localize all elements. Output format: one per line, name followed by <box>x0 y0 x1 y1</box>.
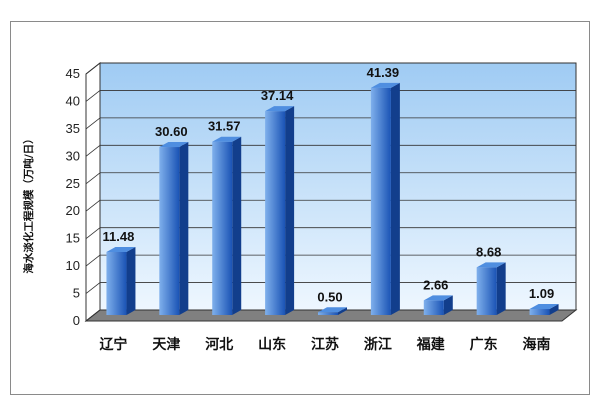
data-label: 41.39 <box>367 65 400 80</box>
y-tick-label: 40 <box>66 93 80 108</box>
bar-side <box>549 304 559 315</box>
bar-front <box>265 111 286 315</box>
bar-top <box>265 106 295 112</box>
x-category-label: 河北 <box>205 336 233 353</box>
gridline-side <box>85 145 101 157</box>
bar <box>265 106 295 315</box>
data-label: 0.50 <box>317 289 342 304</box>
bar-side <box>232 136 242 315</box>
x-category-label: 山东 <box>258 336 286 353</box>
x-category-label: 浙江 <box>364 336 392 353</box>
bar <box>370 82 400 316</box>
data-label: 31.57 <box>208 119 241 134</box>
bar-top <box>159 142 189 148</box>
bar <box>476 262 506 315</box>
y-tick-label: 45 <box>66 66 80 81</box>
bar-top <box>212 136 242 142</box>
gridline-side <box>85 254 101 267</box>
bar-top <box>318 307 347 313</box>
bar-side <box>179 142 189 315</box>
data-label: 1.09 <box>529 286 554 301</box>
bar <box>318 307 347 315</box>
bar-top <box>370 82 400 88</box>
gridline-side <box>85 172 101 185</box>
bar <box>423 295 453 315</box>
bar <box>212 136 242 315</box>
gridline-side <box>85 117 101 130</box>
gridline-side <box>85 62 101 75</box>
bar <box>159 142 189 315</box>
bar <box>529 304 559 315</box>
gridline-side <box>85 90 101 102</box>
data-label: 30.60 <box>155 124 188 139</box>
bar-front <box>318 312 338 315</box>
y-tick-label: 30 <box>66 148 80 163</box>
y-tick-label: 5 <box>73 286 80 301</box>
bars <box>106 82 559 316</box>
bar-side <box>338 307 347 315</box>
gridline-side <box>85 199 101 212</box>
gridline-side <box>85 282 101 294</box>
bar-top <box>529 304 559 310</box>
x-category-label: 福建 <box>416 336 445 353</box>
y-tick-label: 15 <box>66 231 80 246</box>
bar-top <box>476 262 506 268</box>
x-axis-labels: 辽宁 天津 河北 山东 江苏 浙江 福建 广东 海南 <box>99 336 550 353</box>
y-tick-label: 25 <box>66 176 80 191</box>
y-axis-ticks: 0 5 10 15 20 25 30 35 40 45 <box>66 66 80 328</box>
bar-chart: 0 5 10 15 20 25 30 35 40 45 11.48 30.60 31.57 37.14 0… <box>22 61 578 353</box>
chart-frame: 0 5 10 15 20 25 30 35 40 45 11.48 30.60 31.57 37.14 0… <box>10 21 590 395</box>
bar-side <box>126 246 136 315</box>
bar-side <box>285 106 295 315</box>
data-label: 11.48 <box>103 229 135 244</box>
y-axis-title: 海水淡化工程规模（万吨/日） <box>22 133 35 273</box>
x-category-label: 辽宁 <box>99 336 127 353</box>
bar-front <box>423 300 444 315</box>
bar-front <box>212 141 233 315</box>
bar-side <box>496 262 506 315</box>
x-category-label: 江苏 <box>311 336 339 353</box>
side-wall <box>85 61 101 323</box>
y-tick-label: 20 <box>66 203 80 218</box>
x-category-label: 天津 <box>152 336 180 353</box>
bar <box>106 246 136 315</box>
bar-front <box>476 267 497 315</box>
bar-front <box>529 309 550 315</box>
bar-top <box>423 295 453 301</box>
bar-front <box>370 87 391 316</box>
x-category-label: 广东 <box>470 336 498 353</box>
bar-top <box>106 246 136 252</box>
y-tick-label: 10 <box>66 258 80 273</box>
bar-front <box>159 147 180 315</box>
y-tick-label: 0 <box>73 313 80 328</box>
gridline-side <box>85 309 101 322</box>
y-tick-label: 35 <box>66 121 80 136</box>
data-labels: 11.48 30.60 31.57 37.14 0.50 41.39 2.66 8.68 1.0… <box>103 65 555 304</box>
gridline-side <box>85 227 101 239</box>
data-label: 2.66 <box>423 277 448 292</box>
bar-side <box>390 82 400 316</box>
x-category-label: 海南 <box>523 336 551 353</box>
data-label: 37.14 <box>261 88 294 103</box>
data-label: 8.68 <box>476 244 501 259</box>
bar-front <box>106 251 127 315</box>
bar-side <box>443 295 453 315</box>
